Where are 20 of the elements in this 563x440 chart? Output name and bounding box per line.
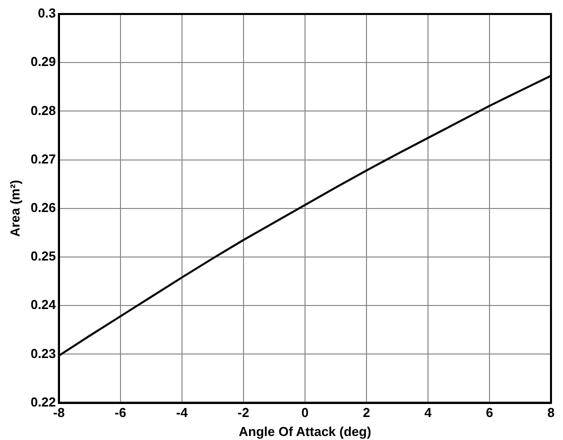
y-tick-label: 0.23 (30, 346, 56, 361)
x-tick-label: 0 (301, 405, 309, 420)
x-tick-label: 2 (362, 405, 370, 420)
y-tick-label: 0.28 (30, 102, 56, 118)
x-tick-label: -6 (114, 405, 126, 420)
y-tick-label: 0.26 (30, 200, 56, 215)
y-tick-label: 0.29 (30, 54, 56, 70)
x-tick-label: 8 (547, 405, 555, 420)
x-tick-label: -8 (53, 405, 65, 420)
x-tick-label: 4 (424, 405, 432, 420)
y-axis-title: Area (m²) (7, 180, 22, 237)
y-tick-label: 0.24 (30, 297, 57, 312)
x-axis-title: Angle Of Attack (deg) (238, 424, 372, 439)
x-tick-label: 6 (486, 405, 494, 420)
y-tick-label: 0.3 (38, 6, 56, 21)
x-tick-label: -2 (238, 405, 250, 420)
y-tick-label: 0.22 (30, 394, 56, 410)
y-tick-label: 0.25 (30, 248, 56, 264)
x-tick-label: -4 (176, 405, 188, 420)
y-tick-label: 0.27 (30, 151, 56, 166)
